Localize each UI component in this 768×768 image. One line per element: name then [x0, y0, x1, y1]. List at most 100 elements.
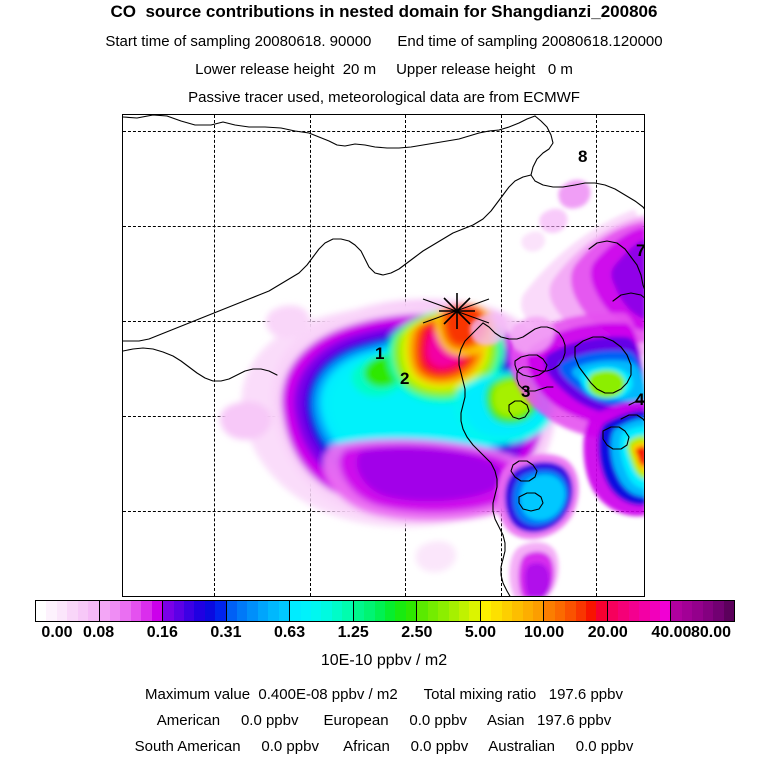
colorbar-step	[681, 601, 693, 621]
tracer-note: Passive tracer used, meteorological data…	[188, 89, 580, 106]
colorbar-tick-8: 10.00	[524, 624, 565, 641]
colorbar-step	[618, 601, 629, 621]
colorbar-tick-2: 0.16	[146, 624, 178, 641]
colorbar-step	[300, 601, 312, 621]
colorbar-step	[163, 601, 174, 621]
upper-release-label: Upper release height	[396, 61, 536, 78]
end-time-value: 20080618.120000	[541, 33, 663, 50]
colorbar-tick-1: 0.08	[83, 624, 115, 641]
region-value-african: 0.0 ppbv	[410, 738, 469, 755]
map-canvas: 1 2 3 4 7 8	[123, 115, 644, 596]
region-name-american: American	[156, 712, 221, 729]
colorbar-step	[331, 601, 343, 621]
colorbar-step	[395, 601, 406, 621]
start-time-value: 20080618. 90000	[254, 33, 372, 50]
colorbar-step	[268, 601, 279, 621]
region-value-australian: 0.0 ppbv	[575, 738, 634, 755]
colorbar-step	[607, 601, 619, 621]
colorbar-step	[723, 601, 734, 621]
colorbar-band-7	[480, 601, 545, 621]
colorbar-tick-7: 5.00	[464, 624, 497, 641]
colorbar-band-1	[99, 601, 164, 621]
colorbar-step	[702, 601, 714, 621]
lower-release-value: 20 m	[342, 61, 377, 78]
colorbar-step	[364, 601, 375, 621]
colorbar-step	[522, 601, 533, 621]
colorbar-tick-5: 1.25	[337, 624, 369, 641]
colorbar-step	[257, 601, 269, 621]
colorbar-tick-0: 0.00	[41, 624, 73, 641]
summary-line-total: Maximum value 0.400E-08 ppbv / m2 Total m…	[0, 686, 768, 703]
colorbar-step	[544, 601, 555, 621]
colorbar-step	[247, 601, 258, 621]
release-point-marker-asterisk	[422, 293, 490, 329]
colorbar-step	[417, 601, 428, 621]
region-name-african: African	[343, 738, 390, 755]
map-plot-area[interactable]: 1 2 3 4 7 8	[122, 114, 645, 597]
colorbar-band-6	[417, 601, 481, 621]
colorbar-step	[469, 601, 480, 621]
summary-line-regions-2: South American 0.0 ppbv African 0.0 ppbv…	[0, 738, 768, 755]
colorbar-band-4	[290, 601, 354, 621]
colorbar-step	[512, 601, 523, 621]
colorbar-step	[480, 601, 492, 621]
colorbar-step	[321, 601, 332, 621]
upper-release-value: 0 m	[547, 61, 573, 78]
colorbar[interactable]	[35, 600, 735, 622]
colorbar-step	[194, 601, 205, 621]
station-label-8: 8	[578, 147, 588, 166]
max-value-label: Maximum value	[145, 686, 251, 703]
colorbar-step	[660, 601, 671, 621]
station-label-2: 2	[400, 369, 410, 388]
colorbar-band-0	[36, 601, 100, 621]
colorbar-tick-4: 0.63	[273, 624, 306, 641]
station-label-3: 3	[521, 382, 531, 401]
concentration-plume-layer	[219, 179, 644, 596]
total-ratio-value: 197.6 ppbv	[548, 686, 623, 703]
colorbar-step	[427, 601, 439, 621]
region-value-south-american: 0.0 ppbv	[261, 738, 319, 755]
colorbar-band-9	[607, 601, 672, 621]
colorbar-band-3	[226, 601, 291, 621]
colorbar-step	[532, 601, 544, 621]
region-name-european: European	[323, 712, 389, 729]
colorbar-tick-6: 2.50	[401, 624, 433, 641]
colorbar-step	[405, 601, 417, 621]
colorbar-step	[649, 601, 661, 621]
colorbar-band-8	[544, 601, 608, 621]
colorbar-step	[501, 601, 513, 621]
colorbar-step	[438, 601, 449, 621]
map-annotation-layer: 1 2 3 4 7 8	[123, 115, 644, 596]
release-height-line: Lower release height 20 m Upper release h…	[0, 61, 768, 78]
region-value-american: 0.0 ppbv	[240, 712, 299, 729]
colorbar-step	[226, 601, 238, 621]
station-label-4: 4	[635, 390, 645, 409]
colorbar-step	[554, 601, 566, 621]
colorbar-step	[183, 601, 195, 621]
colorbar-tick-9: 20.00	[587, 624, 628, 641]
colorbar-step	[639, 601, 650, 621]
region-name-asian: Asian	[486, 712, 525, 729]
colorbar-step	[671, 601, 682, 621]
colorbar-step	[692, 601, 703, 621]
start-time-label: Start time of sampling	[105, 33, 251, 50]
colorbar-step	[237, 601, 248, 621]
colorbar-band-10	[671, 601, 734, 621]
colorbar-step	[99, 601, 110, 621]
colorbar-step	[713, 601, 724, 621]
colorbar-step	[575, 601, 587, 621]
page-title: CO source contributions in nested domain…	[110, 2, 658, 21]
colorbar-step	[278, 601, 290, 621]
colorbar-step	[151, 601, 163, 621]
colorbar-step	[67, 601, 78, 621]
total-ratio-label: Total mixing ratio	[423, 686, 537, 703]
colorbar-band-5	[353, 601, 418, 621]
colorbar-step	[290, 601, 301, 621]
colorbar-step	[628, 601, 640, 621]
lower-release-label: Lower release height	[195, 61, 335, 78]
colorbar-tick-10: 40.00	[651, 624, 692, 641]
colorbar-step	[311, 601, 322, 621]
colorbar-step	[353, 601, 365, 621]
colorbar-step	[109, 601, 121, 621]
